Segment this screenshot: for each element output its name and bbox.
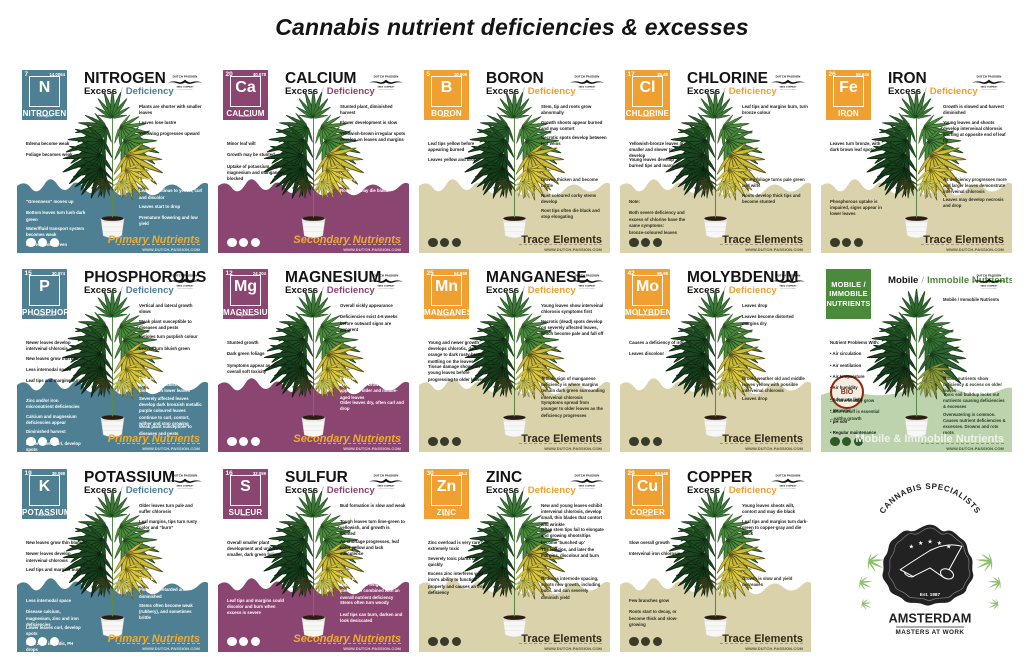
svg-text:AMSTERDAM: AMSTERDAM [889,611,972,626]
svg-text:Est. 1987: Est. 1987 [920,592,941,597]
svg-text:★: ★ [918,540,923,547]
svg-text:MASTERS AT WORK: MASTERS AT WORK [896,629,965,636]
svg-text:CANNABIS SPECIALISTS: CANNABIS SPECIALISTS [878,482,983,516]
svg-text:★: ★ [927,539,932,546]
svg-text:★: ★ [909,543,914,550]
